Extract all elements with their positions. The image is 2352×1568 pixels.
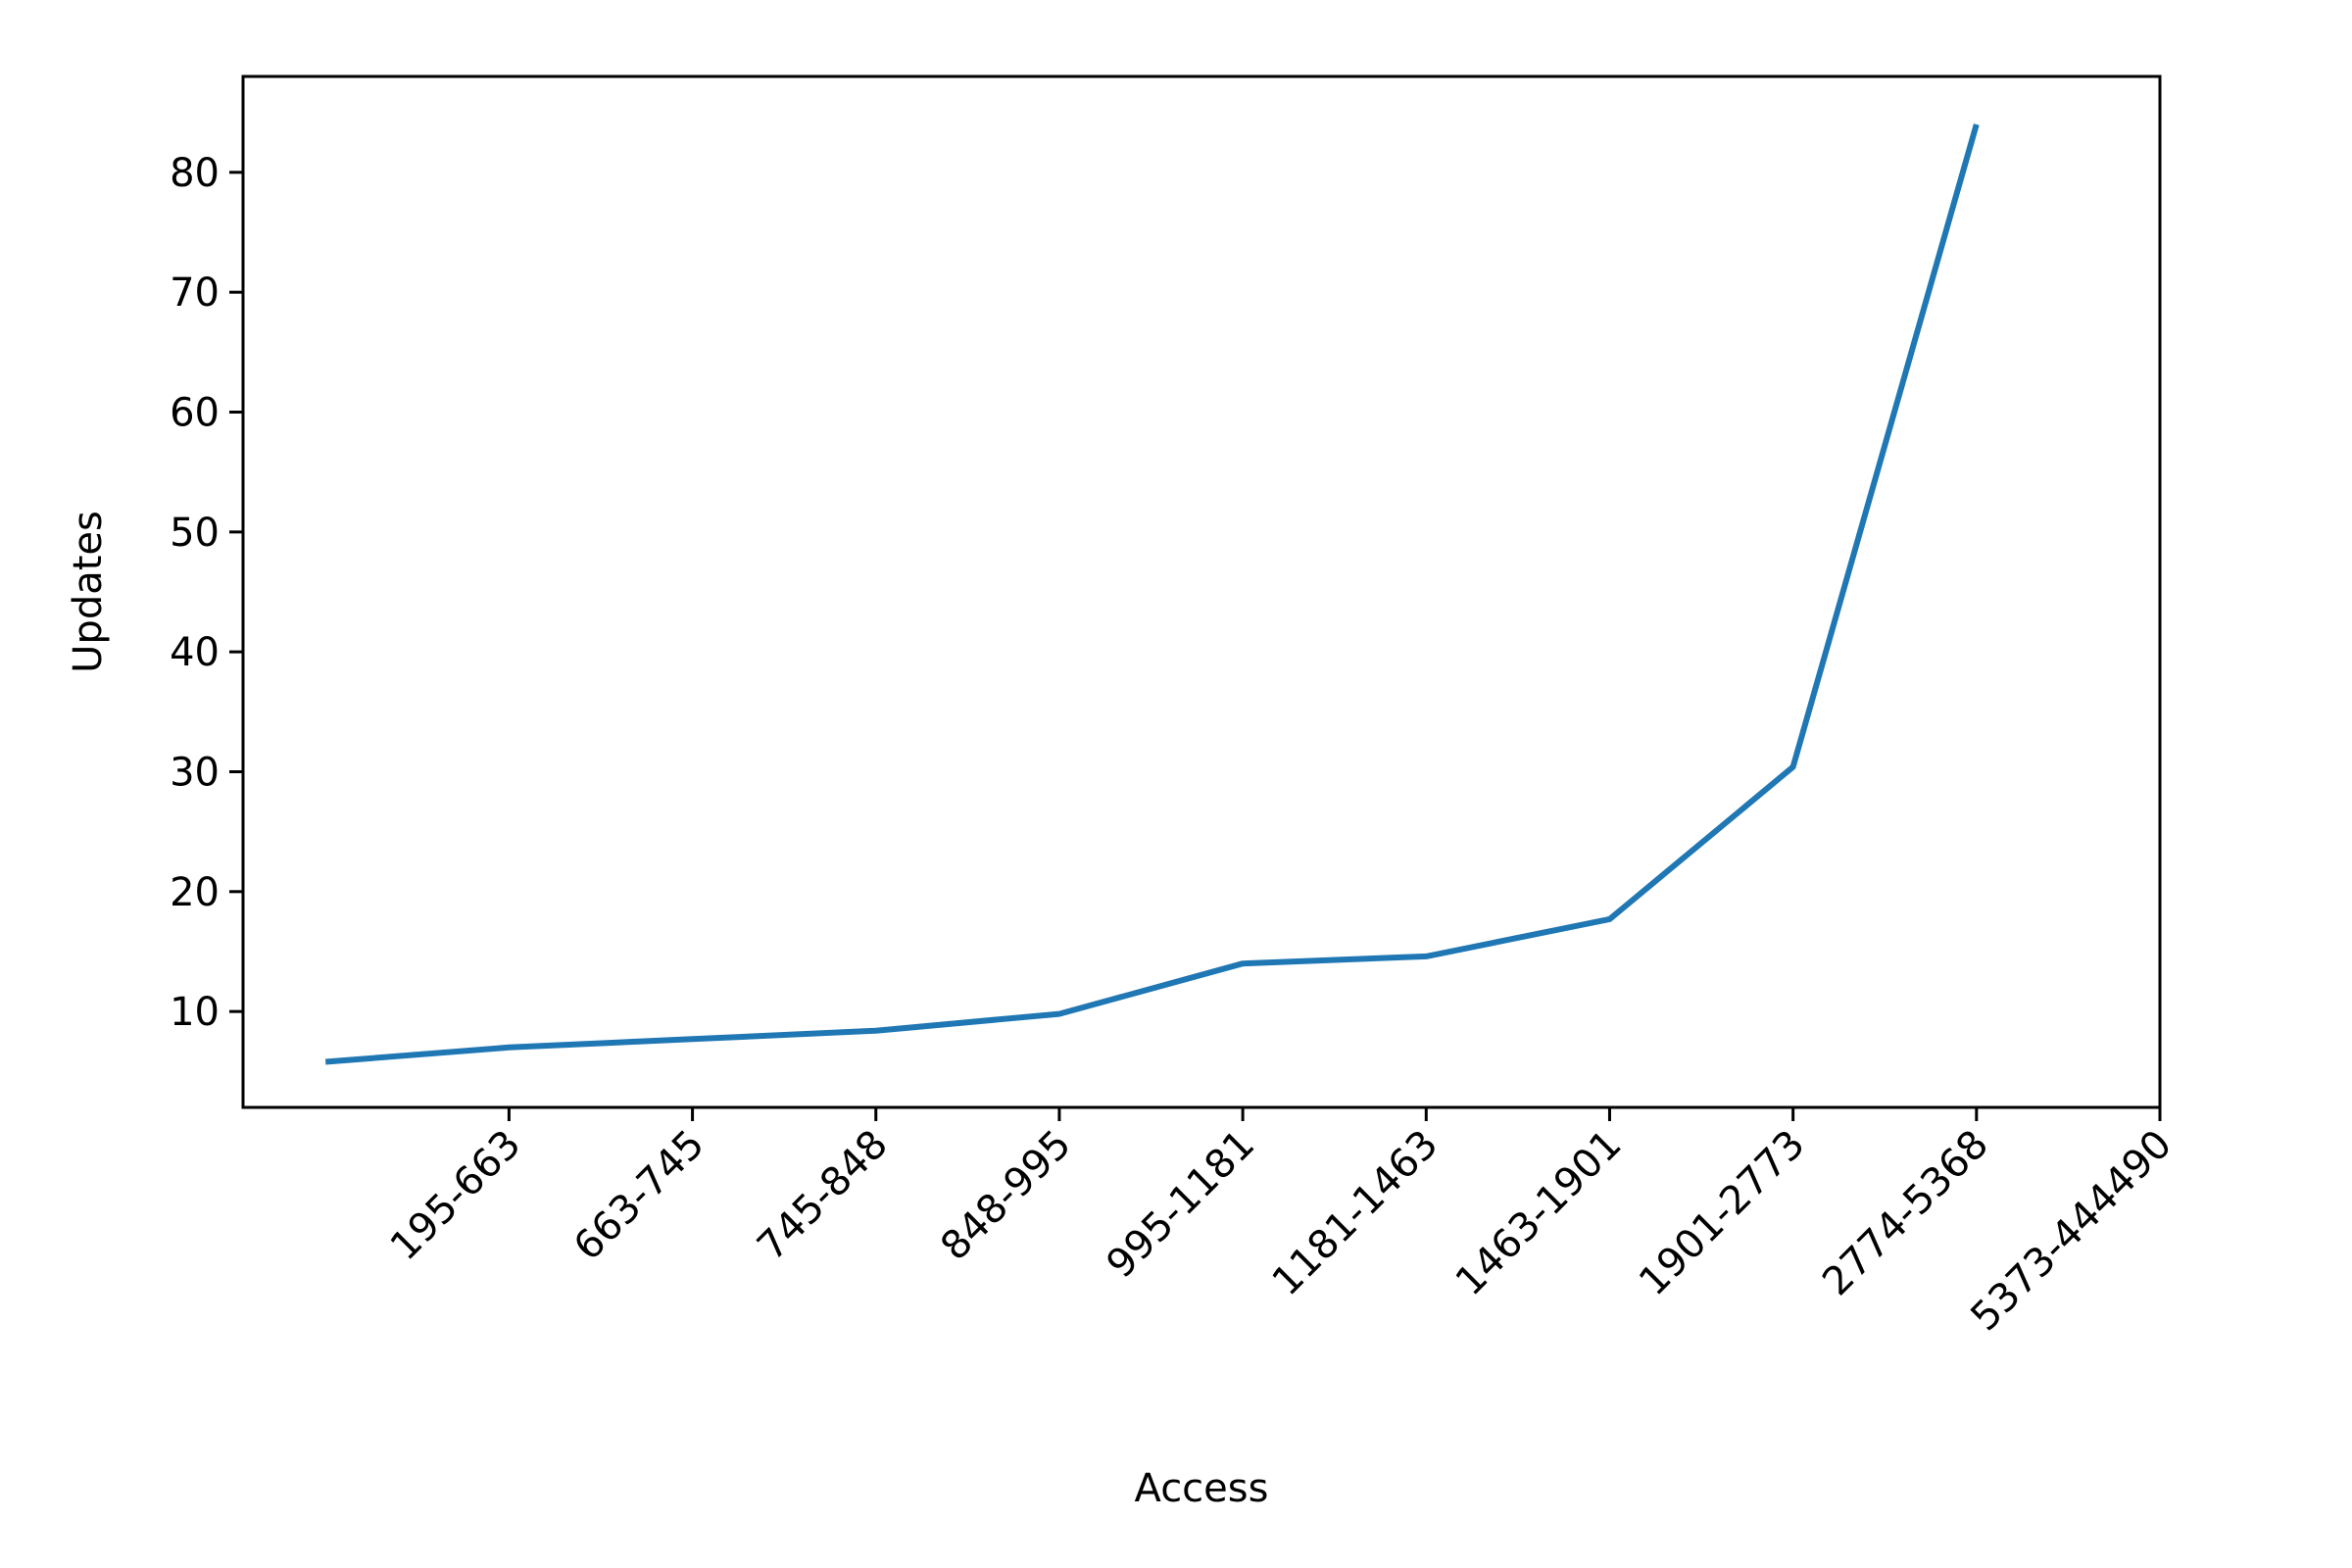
x-tick-label: 2774-5368 bbox=[1814, 1122, 1997, 1305]
x-tick-label: 1181-1463 bbox=[1264, 1122, 1447, 1305]
x-tick-label: 1463-1901 bbox=[1447, 1122, 1631, 1305]
x-axis-ticks: 195-663 663-745 745-848 848-995 995-1181 1181… bbox=[382, 1107, 2180, 1340]
plot-frame bbox=[241, 74, 2162, 1109]
x-tick-label: 848-995 bbox=[932, 1122, 1080, 1270]
y-tick-label: 30 bbox=[170, 750, 220, 795]
x-tick-label: 995-1181 bbox=[1098, 1122, 1263, 1288]
y-tick-label: 20 bbox=[170, 870, 220, 915]
series-line bbox=[324, 123, 1980, 1065]
y-tick-label: 70 bbox=[170, 270, 220, 316]
y-axis-ticks: 10 20 30 40 50 60 70 80 bbox=[170, 151, 243, 1035]
y-tick-label: 10 bbox=[170, 990, 220, 1035]
plot-area: 195-663 663-745 745-848 848-995 995-1181 1181… bbox=[170, 74, 2180, 1340]
y-tick-label: 60 bbox=[170, 391, 220, 436]
x-tick-label: 745-848 bbox=[749, 1122, 897, 1270]
y-axis-title: Updates bbox=[66, 511, 111, 673]
x-axis-title: Access bbox=[1135, 1466, 1269, 1511]
y-tick-label: 50 bbox=[170, 511, 220, 556]
y-tick-label: 80 bbox=[170, 151, 220, 196]
x-tick-label: 195-663 bbox=[382, 1122, 530, 1270]
x-tick-label: 1901-2773 bbox=[1631, 1122, 1814, 1305]
y-tick-label: 40 bbox=[170, 630, 220, 675]
x-tick-label: 663-745 bbox=[565, 1122, 713, 1270]
